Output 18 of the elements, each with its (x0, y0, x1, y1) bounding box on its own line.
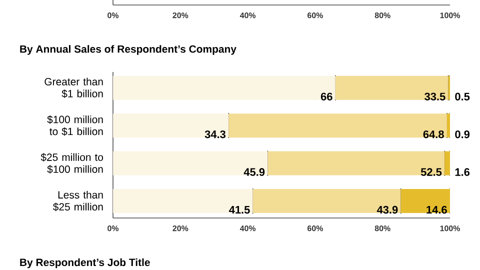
data-label: 41.5 (229, 206, 250, 214)
data-label: 64.8 (423, 130, 444, 138)
y-tick-label: Greater than $1 billion (44, 78, 103, 98)
data-label: 52.5 (420, 168, 442, 176)
data-label: 43.9 (376, 206, 398, 214)
data-label: 66 (320, 92, 332, 100)
y-tick-label: $25 million to $100 million (40, 153, 104, 174)
chart-title: By Annual Sales of Respondent’s Company (20, 45, 236, 55)
data-label: 0.9 (455, 130, 470, 138)
data-label: 0.5 (455, 92, 470, 100)
data-label: 34.3 (204, 130, 226, 138)
text: By Respondent’s Job Title (20, 258, 150, 268)
y-tick-label: Less than $25 million (53, 190, 103, 212)
data-label: 45.9 (244, 168, 265, 176)
data-label: 33.5 (424, 92, 446, 100)
data-label: 14.6 (426, 206, 447, 214)
y-tick-label: $100 million to $1 billion (47, 115, 103, 136)
data-label: 1.6 (455, 168, 470, 176)
